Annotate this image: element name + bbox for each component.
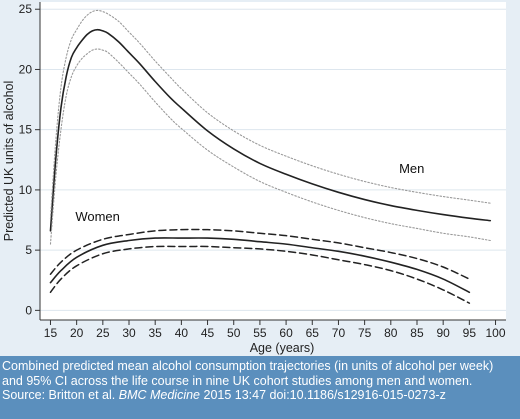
men-series-label: Men bbox=[399, 161, 424, 176]
y-tick-label-0: 0 bbox=[25, 303, 32, 317]
x-tick-label-25: 25 bbox=[96, 326, 110, 340]
y-tick-label-25: 25 bbox=[19, 2, 33, 16]
y-tick-label-15: 15 bbox=[19, 123, 33, 137]
figure-caption: Combined predicted mean alcohol consumpt… bbox=[0, 356, 520, 419]
series-line-women-95-ci-lower bbox=[49, 245, 471, 304]
y-tick-label-10: 10 bbox=[19, 183, 33, 197]
x-tick-label-60: 60 bbox=[279, 326, 293, 340]
x-tick-label-55: 55 bbox=[253, 326, 267, 340]
caption-source-prefix: Source: Britton et al. bbox=[2, 388, 119, 402]
x-tick-label-85: 85 bbox=[410, 326, 424, 340]
x-tick-label-20: 20 bbox=[70, 326, 84, 340]
axes bbox=[35, 2, 506, 325]
x-tick-label-15: 15 bbox=[44, 326, 58, 340]
caption-source-suffix: 2015 13:47 doi:10.1186/s12916-015-0273-z bbox=[200, 388, 446, 402]
x-tick-label-75: 75 bbox=[358, 326, 372, 340]
x-tick-label-100: 100 bbox=[486, 326, 506, 340]
y-axis-title: Predicted UK units of alcohol bbox=[2, 81, 16, 242]
x-tick-label-95: 95 bbox=[463, 326, 477, 340]
plot-area bbox=[40, 2, 506, 320]
series-line-women-95-ci-upper bbox=[49, 228, 471, 280]
series-line-men bbox=[49, 28, 492, 232]
y-tick-label-20: 20 bbox=[19, 62, 33, 76]
caption-source-journal: BMC Medicine bbox=[118, 388, 201, 402]
x-axis-title: Age (years) bbox=[250, 341, 315, 355]
chart-figure: 0 5 10 15 20 25 15 20 25 30 35 40 45 50 55 60 65 70 75 80 8… bbox=[2, 2, 506, 355]
x-tick-label-90: 90 bbox=[436, 326, 450, 340]
x-tick-label-70: 70 bbox=[332, 326, 346, 340]
x-tick-label-65: 65 bbox=[306, 326, 320, 340]
series-lines bbox=[49, 9, 492, 304]
series-line-men-95-ci-lower bbox=[49, 48, 491, 245]
caption-text: Combined predicted mean alcohol consumpt… bbox=[2, 359, 494, 388]
chart-svg: 0 5 10 15 20 25 15 20 25 30 35 40 45 50 55 60 65 70 75 80 8… bbox=[2, 2, 506, 355]
series-line-women bbox=[49, 237, 471, 294]
x-tick-label-50: 50 bbox=[227, 326, 241, 340]
x-tick-labels: 15 20 25 30 35 40 45 50 55 60 65 70 75 80 85 90 95 100 bbox=[44, 326, 506, 340]
x-tick-label-45: 45 bbox=[201, 326, 215, 340]
women-series-label: Women bbox=[75, 209, 120, 224]
series-line-men-95-ci-upper bbox=[49, 9, 491, 220]
y-tick-label-5: 5 bbox=[25, 243, 32, 257]
x-tick-label-40: 40 bbox=[175, 326, 189, 340]
y-tick-labels: 0 5 10 15 20 25 bbox=[19, 2, 33, 317]
x-tick-label-35: 35 bbox=[149, 326, 163, 340]
x-tick-label-30: 30 bbox=[122, 326, 136, 340]
x-tick-label-80: 80 bbox=[384, 326, 398, 340]
